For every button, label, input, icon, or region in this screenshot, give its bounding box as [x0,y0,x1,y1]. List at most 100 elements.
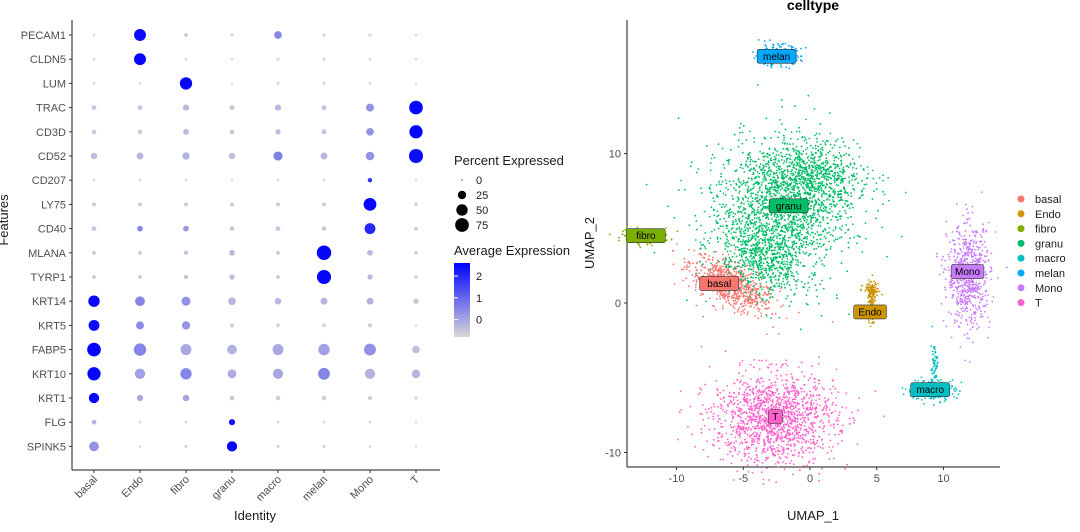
umap-cell-point [728,265,731,268]
umap-cell-point [779,172,781,174]
umap-cell-point [747,284,750,287]
umap-cell-point [821,279,823,282]
umap-cell-point [737,309,740,311]
umap-cell-point [776,267,778,269]
umap-cell-point [815,190,818,193]
umap-cell-point [618,239,620,242]
umap-cell-point [695,228,698,231]
umap-cell-point [974,319,976,322]
umap-cell-point [860,284,863,287]
umap-cell-point [743,235,746,238]
umap-cell-point [871,198,874,201]
umap-cell-point [791,188,794,191]
umap-cell-point [765,172,768,175]
umap-cell-point [819,238,822,241]
umap-cell-point [742,305,745,307]
umap-cell-point [977,288,980,291]
expression-dot [273,151,283,161]
umap-cell-point [798,130,801,133]
umap-cell-point [782,237,785,240]
umap-cell-point [717,227,720,230]
umap-cell-point [801,136,803,139]
umap-cell-point [869,286,872,288]
umap-cell-point [789,161,791,164]
umap-cell-point [753,284,756,287]
umap-cell-point [776,180,779,183]
umap-cell-point [780,170,783,173]
umap-cell-point [756,170,759,173]
umap-cell-point [809,234,812,236]
umap-cell-point [818,189,821,192]
umap-cell-point [739,240,742,243]
umap-cell-point [738,127,741,129]
umap-cell-point [639,246,642,249]
umap-cell-point [811,197,814,199]
umap-cell-point [753,235,756,238]
umap-cell-point [796,156,799,158]
umap-cell-point [711,256,714,259]
umap-cell-point [945,325,948,328]
umap-cell-point [981,293,984,295]
umap-cell-point [840,189,842,192]
expression-dot [368,57,372,61]
umap-cell-point [831,174,834,177]
umap-cell-point [766,152,769,155]
expression-dot [368,420,372,424]
umap-cell-point [756,241,758,244]
umap-cell-point [767,226,770,229]
umap-cell-point [783,274,785,276]
umap-cell-point [823,209,826,212]
umap-cell-point [682,268,685,270]
umap-cell-point [798,245,801,248]
umap-cell-point [825,193,828,196]
umap-cell-point [749,189,752,192]
umap-cell-point [822,162,824,165]
umap-cell-point [816,231,819,233]
feature-tick-label: PECAM1 [21,30,66,42]
expression-dot [367,274,373,280]
umap-cell-point [743,261,746,264]
umap-cell-point [953,388,955,390]
umap-cell-point [777,165,780,168]
umap-cell-point [752,51,754,53]
umap-cell-point [795,263,797,266]
umap-cell-point [800,220,802,223]
umap-cell-point [761,173,764,175]
umap-cell-point [794,215,796,217]
umap-cell-point [786,148,789,150]
umap-cell-point [933,404,935,406]
umap-cell-point [817,213,819,216]
umap-cell-point [960,251,963,253]
umap-cell-point [974,304,976,307]
umap-cell-point [858,155,861,158]
umap-cell-point [986,303,988,306]
umap-cell-point [764,237,767,239]
expression-dot [276,250,280,255]
umap-cell-point [769,276,772,278]
umap-cell-point [805,118,807,121]
umap-cell-point [818,133,821,135]
umap-cell-point [745,164,747,167]
umap-cell-point [756,245,758,248]
umap-cell-point [820,176,823,179]
umap-cell-point [829,248,832,250]
umap-cell-point [784,263,787,265]
umap-cell-point [803,162,806,164]
umap-cell-point [758,202,761,205]
umap-cell-point [764,137,767,140]
umap-cell-point [763,199,766,202]
umap-cell-point [773,186,775,189]
average-expression-legend-title: Average Expression [454,243,570,258]
umap-cell-point [732,296,735,299]
umap-cell-point [943,400,946,403]
umap-cell-point [786,169,789,171]
umap-cell-point [924,397,926,399]
umap-cell-point [769,182,772,185]
umap-cell-point [962,214,964,217]
umap-cell-point [720,272,723,275]
umap-cell-point [786,277,789,279]
umap-cell-point [713,214,716,217]
umap-cell-point [818,158,821,161]
expression-dot [276,57,280,61]
umap-cell-point [954,386,957,389]
